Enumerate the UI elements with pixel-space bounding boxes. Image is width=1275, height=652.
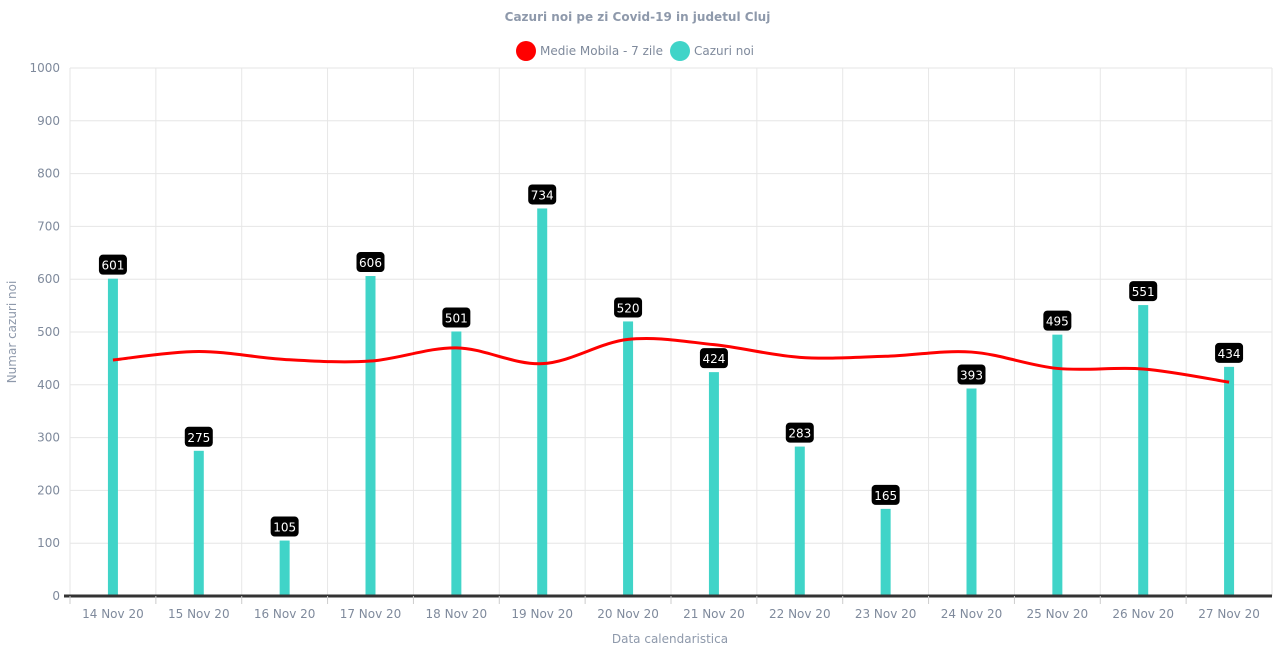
data-label-badge: [871, 484, 900, 505]
data-label-text: 434: [1218, 347, 1241, 361]
x-tick-label: 16 Nov 20: [254, 607, 316, 621]
x-tick-label: 27 Nov 20: [1198, 607, 1260, 621]
y-tick-label: 0: [52, 589, 60, 603]
x-tick-label: 18 Nov 20: [426, 607, 488, 621]
y-tick-label: 300: [37, 431, 60, 445]
data-label-badge: [270, 516, 299, 537]
data-label-text: 495: [1046, 315, 1069, 329]
data-label-text: 606: [359, 256, 382, 270]
bar-new-cases[interactable]: [451, 331, 462, 596]
data-label-text: 393: [960, 368, 983, 382]
legend-item-moving-average[interactable]: Medie Mobila - 7 zile: [516, 41, 663, 61]
data-label: 501: [442, 307, 471, 328]
data-label-text: 520: [617, 301, 640, 315]
x-tick-label: 25 Nov 20: [1027, 607, 1089, 621]
data-label: 105: [270, 516, 299, 537]
x-tick-label: 20 Nov 20: [597, 607, 659, 621]
bar-new-cases[interactable]: [537, 208, 548, 596]
data-label-text: 501: [445, 311, 468, 325]
bar-new-cases[interactable]: [1224, 366, 1235, 596]
data-label: 165: [871, 484, 900, 505]
data-label-text: 424: [702, 352, 725, 366]
data-label-badge: [1129, 281, 1158, 302]
data-label-text: 105: [273, 521, 296, 535]
y-tick-label: 700: [37, 219, 60, 233]
moving-average-line[interactable]: [112, 336, 1230, 384]
data-label: 275: [184, 426, 213, 447]
x-tick-label: 22 Nov 20: [769, 607, 831, 621]
y-axis-title: Numar cazuri noi: [5, 281, 19, 384]
x-tick-label: 19 Nov 20: [511, 607, 573, 621]
legend-marker-moving-average: [516, 41, 536, 61]
data-label: 495: [1043, 310, 1072, 331]
y-tick-label: 400: [37, 378, 60, 392]
data-label-badge: [1043, 310, 1072, 331]
bar-new-cases[interactable]: [193, 450, 204, 596]
y-tick-label: 1000: [29, 61, 60, 75]
bar-new-cases[interactable]: [365, 276, 376, 596]
bar-new-cases[interactable]: [794, 446, 805, 596]
legend-item-new-cases[interactable]: Cazuri noi: [670, 41, 754, 61]
data-label-text: 275: [187, 431, 210, 445]
data-label-text: 283: [788, 427, 811, 441]
bar-new-cases[interactable]: [623, 321, 634, 596]
data-label-badge: [442, 307, 471, 328]
x-tick-label: 21 Nov 20: [683, 607, 745, 621]
bar-new-cases[interactable]: [279, 540, 290, 596]
x-tick-label: 15 Nov 20: [168, 607, 230, 621]
data-label: 606: [356, 252, 385, 273]
data-label-badge: [184, 426, 213, 447]
bar-new-cases[interactable]: [880, 508, 891, 596]
data-label: 520: [614, 297, 643, 318]
chart-title: Cazuri noi pe zi Covid-19 in judetul Clu…: [505, 10, 771, 24]
bars-layer: [107, 208, 1235, 596]
data-label-badge: [356, 252, 385, 273]
grid-layer: [69, 67, 1273, 596]
x-tick-label: 23 Nov 20: [855, 607, 917, 621]
y-tick-label: 900: [37, 114, 60, 128]
legend-label-moving-average: Medie Mobila - 7 zile: [540, 44, 663, 58]
data-label: 283: [785, 422, 814, 443]
bar-new-cases[interactable]: [708, 372, 719, 596]
data-label-text: 601: [101, 259, 124, 273]
data-label-badge: [785, 422, 814, 443]
bar-new-cases[interactable]: [966, 388, 977, 596]
data-label: 601: [98, 254, 127, 275]
data-label: 424: [699, 348, 728, 369]
legend-label-new-cases: Cazuri noi: [694, 44, 754, 58]
data-label: 551: [1129, 281, 1158, 302]
data-label-badge: [614, 297, 643, 318]
bar-new-cases[interactable]: [1138, 305, 1149, 596]
data-label-text: 551: [1132, 285, 1155, 299]
y-tick-label: 100: [37, 536, 60, 550]
data-label: 434: [1215, 342, 1244, 363]
x-tick-label: 26 Nov 20: [1112, 607, 1174, 621]
bar-new-cases[interactable]: [107, 278, 118, 596]
data-label-badge: [699, 348, 728, 369]
y-tick-label: 500: [37, 325, 60, 339]
line-layer: [112, 336, 1230, 384]
data-label-text: 734: [531, 188, 554, 202]
x-tick-label: 14 Nov 20: [82, 607, 144, 621]
data-labels-layer: 601 275 105 606 501 734 520 424 283 165 393 495 551 4…: [98, 184, 1244, 537]
x-axis-title: Data calendaristica: [612, 632, 728, 646]
y-tick-label: 800: [37, 167, 60, 181]
axes-layer: 0 100 200 300 400 500 600 700 800 900 1000 14 Nov 2…: [29, 61, 1272, 621]
y-tick-label: 200: [37, 483, 60, 497]
data-label-text: 165: [874, 489, 897, 503]
data-label-badge: [1215, 342, 1244, 363]
data-label-badge: [98, 254, 127, 275]
data-label: 734: [528, 184, 557, 205]
bar-new-cases[interactable]: [1052, 334, 1063, 596]
data-label-badge: [957, 364, 986, 385]
x-tick-label: 17 Nov 20: [340, 607, 402, 621]
y-tick-label: 600: [37, 272, 60, 286]
legend[interactable]: Medie Mobila - 7 zile Cazuri noi: [516, 41, 754, 61]
data-label-badge: [528, 184, 557, 205]
legend-marker-new-cases: [670, 41, 690, 61]
x-tick-label: 24 Nov 20: [941, 607, 1003, 621]
data-label: 393: [957, 364, 986, 385]
